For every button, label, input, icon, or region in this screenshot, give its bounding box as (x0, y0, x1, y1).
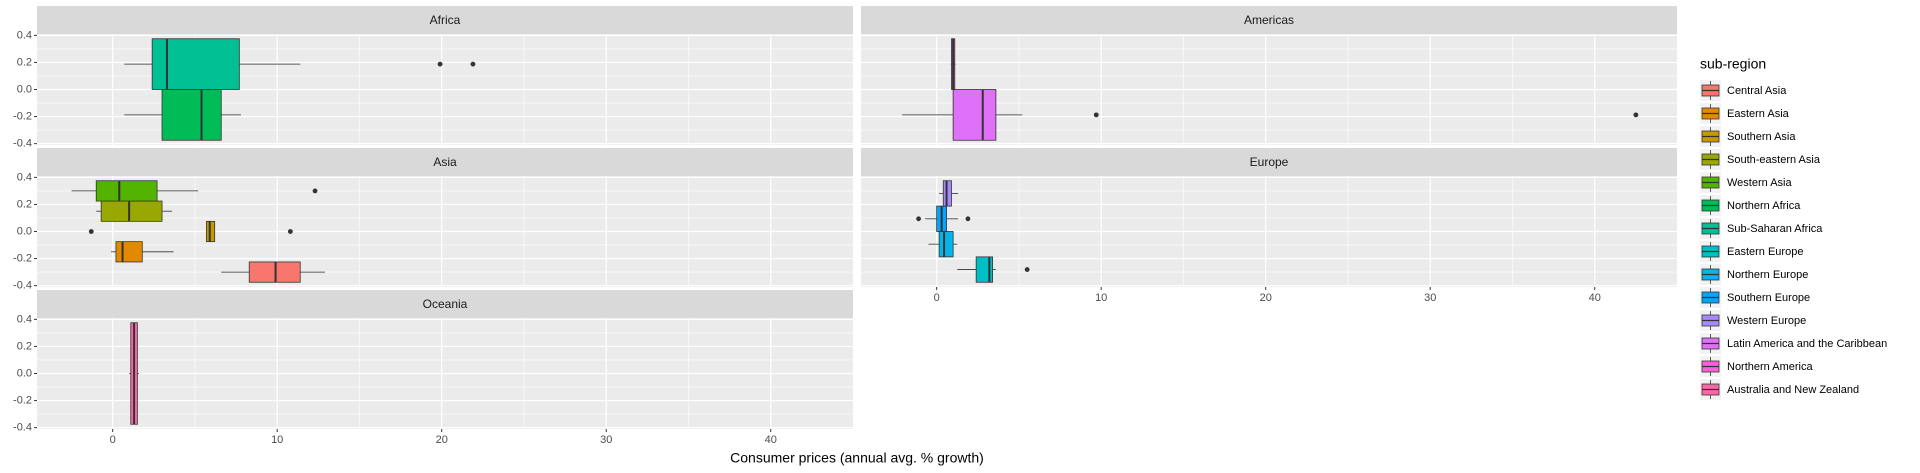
legend-label: South-eastern Asia (1727, 154, 1821, 166)
outlier (312, 188, 318, 194)
x-tick-label: 0 (110, 434, 116, 446)
x-tick-label: 40 (765, 434, 777, 446)
strip (861, 6, 1677, 34)
y-tick-label: -0.2 (13, 110, 32, 122)
y-tick-label: -0.4 (13, 422, 32, 434)
y-tick-label: 0.0 (17, 367, 32, 379)
box (115, 241, 143, 263)
legend-label: Eastern Asia (1727, 108, 1790, 120)
legend-label: Southern Asia (1727, 131, 1796, 143)
y-tick-label: -0.4 (13, 138, 32, 150)
y-tick-label: 0.4 (17, 171, 32, 183)
legend-label: Northern Africa (1727, 200, 1801, 212)
y-tick-label: 0.2 (17, 56, 32, 68)
y-tick-label: 0.2 (17, 198, 32, 210)
strip (37, 148, 853, 176)
legend-label: Australia and New Zealand (1727, 384, 1859, 396)
outlier (916, 216, 921, 222)
strip-label: Africa (430, 13, 461, 27)
x-tick-label: 20 (436, 434, 448, 446)
strip-label: Oceania (423, 297, 468, 311)
strip (37, 6, 853, 34)
legend-label: Eastern Europe (1727, 246, 1803, 258)
outlier (437, 61, 443, 67)
box (151, 38, 240, 90)
y-tick-label: 0.2 (17, 340, 32, 352)
outlier (88, 229, 94, 234)
legend-label: Western Europe (1727, 315, 1806, 327)
outlier (1024, 267, 1030, 272)
strip-label: Asia (433, 155, 457, 169)
x-tick-label: 40 (1589, 292, 1601, 304)
strip-label: Americas (1244, 13, 1294, 27)
x-tick-label: 20 (1260, 292, 1272, 304)
legend-label: Latin America and the Caribbean (1727, 338, 1887, 350)
y-tick-label: 0.0 (17, 225, 32, 237)
legend-label: Southern Europe (1727, 292, 1810, 304)
x-tick-label: 10 (1095, 292, 1107, 304)
strip-label: Europe (1250, 155, 1289, 169)
outlier (470, 61, 476, 67)
y-tick-label: 0.4 (17, 29, 32, 41)
legend-label: Western Asia (1727, 177, 1792, 189)
x-tick-label: 10 (271, 434, 283, 446)
legend-label: Northern Europe (1727, 269, 1808, 281)
strip (37, 290, 853, 318)
strip (861, 148, 1677, 176)
y-tick-label: -0.4 (13, 280, 32, 292)
box (952, 89, 997, 141)
box (161, 89, 222, 141)
legend-label: Northern America (1727, 361, 1813, 373)
x-tick-label: 30 (600, 434, 612, 446)
y-tick-label: 0.0 (17, 83, 32, 95)
y-tick-label: -0.2 (13, 394, 32, 406)
legend-title: sub-region (1700, 56, 1766, 72)
legend-label: Sub-Saharan Africa (1727, 223, 1823, 235)
x-tick-label: 0 (934, 292, 940, 304)
outlier (1633, 112, 1639, 118)
box (100, 200, 163, 222)
y-tick-label: 0.4 (17, 313, 32, 325)
outlier (965, 216, 971, 222)
x-axis-title: Consumer prices (annual avg. % growth) (730, 450, 984, 466)
legend-label: Central Asia (1727, 85, 1787, 97)
x-tick-label: 30 (1424, 292, 1436, 304)
outlier (1093, 112, 1099, 118)
outlier (287, 229, 293, 234)
box (95, 180, 158, 202)
y-tick-label: -0.2 (13, 252, 32, 264)
box (938, 231, 954, 258)
